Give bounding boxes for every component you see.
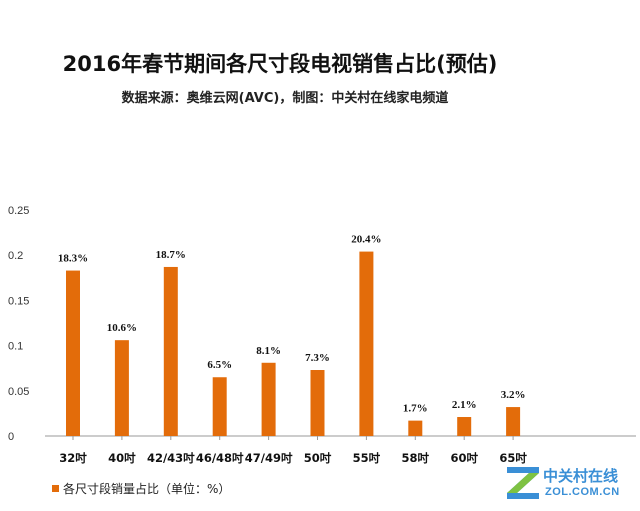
data-label: 18.7%: [156, 249, 186, 261]
bar: [457, 417, 472, 436]
legend-label: 各尺寸段销量占比（单位：%）: [63, 482, 231, 496]
bar: [408, 420, 423, 436]
chart-subtitle: 数据来源：奥维云网(AVC)，制图：中关村在线家电频道: [121, 91, 449, 106]
bar: [114, 340, 129, 436]
zol-logo-icon: [507, 467, 539, 499]
bar: [212, 377, 227, 436]
data-label: 2.1%: [452, 399, 477, 411]
y-axis: 0 0.05 0.1 0.15 0.2 0.25: [8, 205, 29, 443]
x-tick-label: 42/43吋: [147, 451, 195, 465]
x-axis: [45, 435, 636, 440]
category-labels: 32吋 40吋 42/43吋 46/48吋 47/49吋 50吋 55吋 58吋 60吋 65吋: [59, 451, 527, 465]
y-tick-label: 0.1: [8, 341, 23, 353]
data-label: 18.3%: [58, 253, 88, 265]
x-tick-label: 65吋: [499, 451, 527, 465]
data-label: 3.2%: [501, 389, 526, 401]
data-labels: 18.3% 10.6% 18.7% 6.5% 8.1% 7.3% 20.4% 1.7% 2.1%…: [58, 234, 526, 415]
data-label: 7.3%: [305, 352, 330, 364]
data-label: 20.4%: [351, 234, 381, 246]
data-label: 10.6%: [107, 322, 137, 334]
x-tick-label: 32吋: [59, 451, 87, 465]
x-tick-label: 46/48吋: [196, 451, 244, 465]
x-tick-label: 40吋: [108, 451, 136, 465]
logo-text-cn: 中关村在线: [543, 467, 619, 485]
x-tick-label: 55吋: [353, 451, 381, 465]
bar: [66, 270, 80, 436]
data-label: 6.5%: [207, 359, 232, 371]
chart-title: 2016年春节期间各尺寸段电视销售占比(预估): [62, 52, 498, 76]
x-tick-label: 50吋: [304, 451, 332, 465]
bar: [310, 370, 325, 436]
data-label: 1.7%: [403, 403, 428, 415]
y-tick-label: 0.05: [8, 386, 29, 398]
legend: 各尺寸段销量占比（单位：%）: [52, 480, 230, 497]
x-tick-label: 58吋: [402, 451, 430, 465]
legend-swatch: [52, 485, 59, 492]
logo-text-en: ZOL.COM.CN: [545, 486, 620, 498]
x-tick-label: 60吋: [450, 451, 478, 465]
bar: [506, 407, 521, 436]
y-tick-label: 0.25: [8, 205, 29, 217]
zol-logo: 中关村在线 ZOL.COM.CN: [505, 462, 635, 504]
bar: [261, 362, 276, 436]
bar: [359, 251, 374, 436]
x-tick-label: 47/49吋: [245, 451, 293, 465]
data-label: 8.1%: [256, 345, 281, 357]
y-tick-label: 0: [8, 431, 14, 443]
y-tick-label: 0.2: [8, 250, 23, 262]
bar: [163, 266, 178, 436]
bars: [66, 251, 521, 436]
y-tick-label: 0.15: [8, 295, 29, 307]
